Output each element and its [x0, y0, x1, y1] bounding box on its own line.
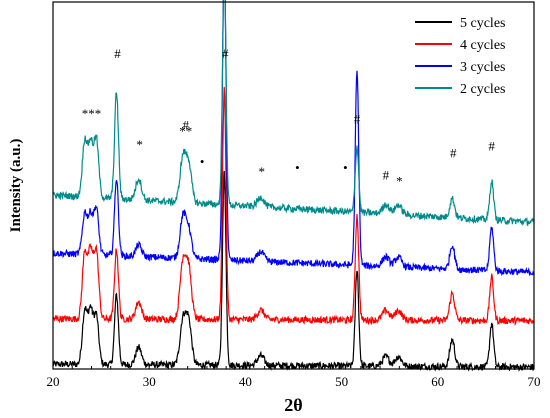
legend-label: 3 cycles [460, 60, 505, 75]
peak-annotation: # [354, 112, 361, 127]
peak-annotation: • [343, 160, 348, 175]
x-tick-label: 20 [47, 374, 60, 389]
x-tick-label: 50 [335, 374, 348, 389]
peak-annotation: * [259, 164, 266, 179]
peak-annotation: • [295, 160, 300, 175]
peak-annotation: ** [179, 123, 192, 138]
series-line [52, 0, 535, 277]
x-tick-label: 70 [528, 374, 541, 389]
peak-annotation: # [383, 168, 390, 183]
x-tick-label: 40 [239, 374, 252, 389]
series-group [52, 0, 535, 373]
peak-annotations: ***#***#•#* • •## *# # [82, 46, 496, 188]
x-axis-title: 2θ [284, 395, 302, 415]
y-axis-title: Intensity (a.u.) [8, 139, 24, 233]
x-tick-label: 30 [143, 374, 156, 389]
series-line [52, 170, 535, 373]
peak-annotation: * [136, 137, 143, 152]
legend: 5 cycles 4 cycles 3 cycles 2 cycles [415, 16, 505, 97]
legend-label: 4 cycles [460, 38, 505, 53]
peak-annotation: *** [82, 106, 102, 121]
x-tick-label: 60 [431, 374, 444, 389]
peak-annotation: * [396, 174, 403, 189]
peak-annotation: # [183, 117, 190, 132]
legend-label: 5 cycles [460, 16, 505, 31]
peak-annotation: # [488, 139, 495, 154]
series-line [52, 86, 535, 327]
peak-annotation: # [114, 46, 121, 61]
peak-annotation: # [450, 145, 457, 160]
x-axis-ticks: 20 30 40 50 60 70 [47, 364, 541, 389]
legend-label: 2 cycles [460, 82, 505, 97]
peak-annotation: • [200, 154, 205, 169]
peak-annotation: # [222, 46, 229, 61]
plot-frame [52, 1, 535, 370]
series-line [52, 0, 535, 227]
